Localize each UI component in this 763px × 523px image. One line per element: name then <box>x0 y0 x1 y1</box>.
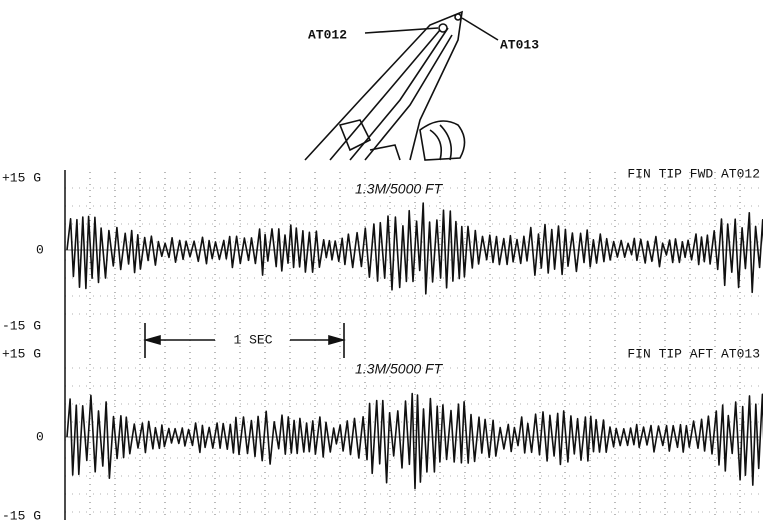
time-scale-label: 1 SEC <box>233 332 272 347</box>
panel-title: FIN TIP AFT AT013 <box>627 346 760 361</box>
time-scale <box>143 323 346 358</box>
condition: 1.3M/5000 FT <box>355 361 444 377</box>
sketch-label: AT012 <box>308 27 347 42</box>
panel-title: FIN TIP FWD AT012 <box>627 166 760 181</box>
axis-label: 0 <box>36 242 44 257</box>
axis-label: -15 G <box>2 508 41 523</box>
axis-label: +15 G <box>2 346 41 361</box>
axis-label: +15 G <box>2 170 41 185</box>
condition: 1.3M/5000 FT <box>355 181 444 197</box>
axis-label: -15 G <box>2 318 41 333</box>
axis-label: 0 <box>36 429 44 444</box>
traces <box>66 202 763 490</box>
aircraft-sketch <box>304 10 499 161</box>
sketch-label: AT013 <box>500 37 539 52</box>
signal-trace <box>66 392 763 490</box>
signal-trace <box>66 202 763 295</box>
